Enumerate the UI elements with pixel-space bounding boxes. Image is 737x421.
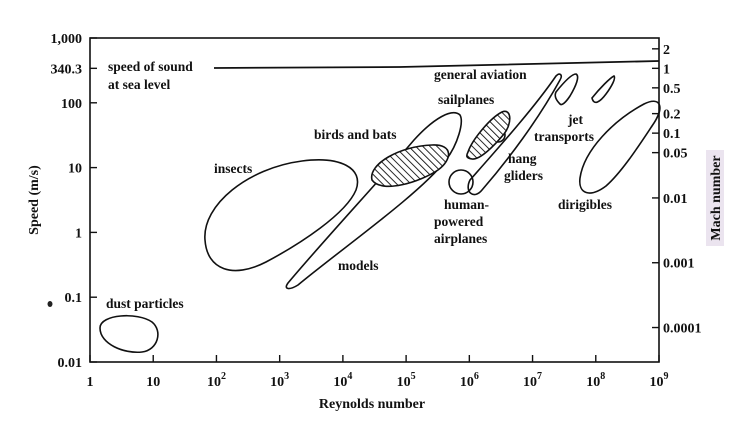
- label-hpa-1: human-: [444, 197, 489, 212]
- x-tick-label: 106: [460, 371, 479, 390]
- y-tick-label: 0.1: [65, 291, 83, 306]
- x-tick-label: 102: [207, 371, 226, 390]
- region-models: [285, 112, 462, 290]
- mach-tick-label: 0.2: [663, 108, 681, 123]
- label-hang-2: gliders: [504, 168, 543, 183]
- x-tick-label: 109: [650, 371, 669, 390]
- label-speed-of-sound-1: speed of sound: [108, 59, 193, 74]
- mach-tick-label: 1: [663, 62, 670, 77]
- label-sailplanes: sailplanes: [438, 92, 494, 107]
- mach-tick-label: 0.05: [663, 147, 688, 162]
- mach-axis-ticks: 2 1 0.5 0.2 0.1 0.05 0.01 0.001 0.0001: [652, 43, 702, 337]
- label-hpa-2: powered: [434, 214, 484, 229]
- speed-of-sound-line: [213, 60, 660, 69]
- mach-tick-label: 2: [663, 43, 670, 58]
- x-tick-label: 103: [270, 371, 289, 390]
- label-dirigibles: dirigibles: [558, 197, 612, 212]
- x-tick-label: 1: [87, 375, 94, 390]
- label-insects: insects: [214, 161, 252, 176]
- x-axis-ticks: 1 10 102 103 104 105 106 107 108 109: [87, 355, 669, 390]
- mach-tick-label: 0.0001: [663, 322, 702, 337]
- x-tick-label: 105: [397, 371, 416, 390]
- x-tick-label: 108: [586, 371, 605, 390]
- y-tick-label: 340.3: [51, 62, 83, 77]
- x-tick-label: 104: [333, 371, 352, 390]
- mach-axis-title-bg: [706, 150, 724, 246]
- mach-tick-label: 0.001: [663, 257, 695, 272]
- plot-frame: [89, 37, 660, 363]
- mach-tick-label: 0.01: [663, 192, 688, 207]
- x-tick-label: 10: [146, 375, 160, 390]
- region-birds-and-bats: [371, 144, 450, 188]
- region-insects: [204, 159, 359, 272]
- region-dust-particles: [99, 314, 159, 353]
- y-tick-label: 1,000: [51, 32, 83, 47]
- y-tick-label: 1: [75, 226, 82, 241]
- label-birds-and-bats: birds and bats: [314, 127, 397, 142]
- region-human-powered-airplanes: [448, 169, 474, 195]
- y-tick-label: 0.01: [58, 356, 83, 371]
- label-speed-of-sound-2: at sea level: [108, 77, 170, 92]
- region-dirigibles: [579, 100, 661, 194]
- region-jet-transports: [554, 73, 579, 106]
- y-axis-ticks: 1,000 340.3 100 10 1 0.1 0.01: [51, 32, 97, 371]
- stray-mark: [47, 301, 53, 307]
- label-dust-particles: dust particles: [106, 296, 184, 311]
- y-tick-label: 10: [68, 162, 82, 177]
- region-sailplanes: [466, 110, 511, 160]
- label-hpa-3: airplanes: [434, 231, 487, 246]
- region-jet-transports-upper: [591, 75, 616, 104]
- x-axis-title: Reynolds number: [319, 397, 425, 412]
- mach-tick-label: 0.1: [663, 127, 681, 142]
- label-jet-1: jet: [567, 112, 583, 127]
- label-jet-2: transports: [534, 129, 594, 144]
- mach-axis-title: Mach number: [709, 155, 724, 240]
- label-hang-1: hang: [508, 151, 537, 166]
- y-tick-label: 100: [61, 97, 82, 112]
- y-axis-title: Speed (m/s): [27, 165, 42, 235]
- label-models: models: [338, 258, 379, 273]
- region-general-aviation: [467, 73, 563, 196]
- x-tick-label: 107: [523, 371, 542, 390]
- label-general-aviation: general aviation: [434, 67, 527, 82]
- mach-tick-label: 0.5: [663, 82, 681, 97]
